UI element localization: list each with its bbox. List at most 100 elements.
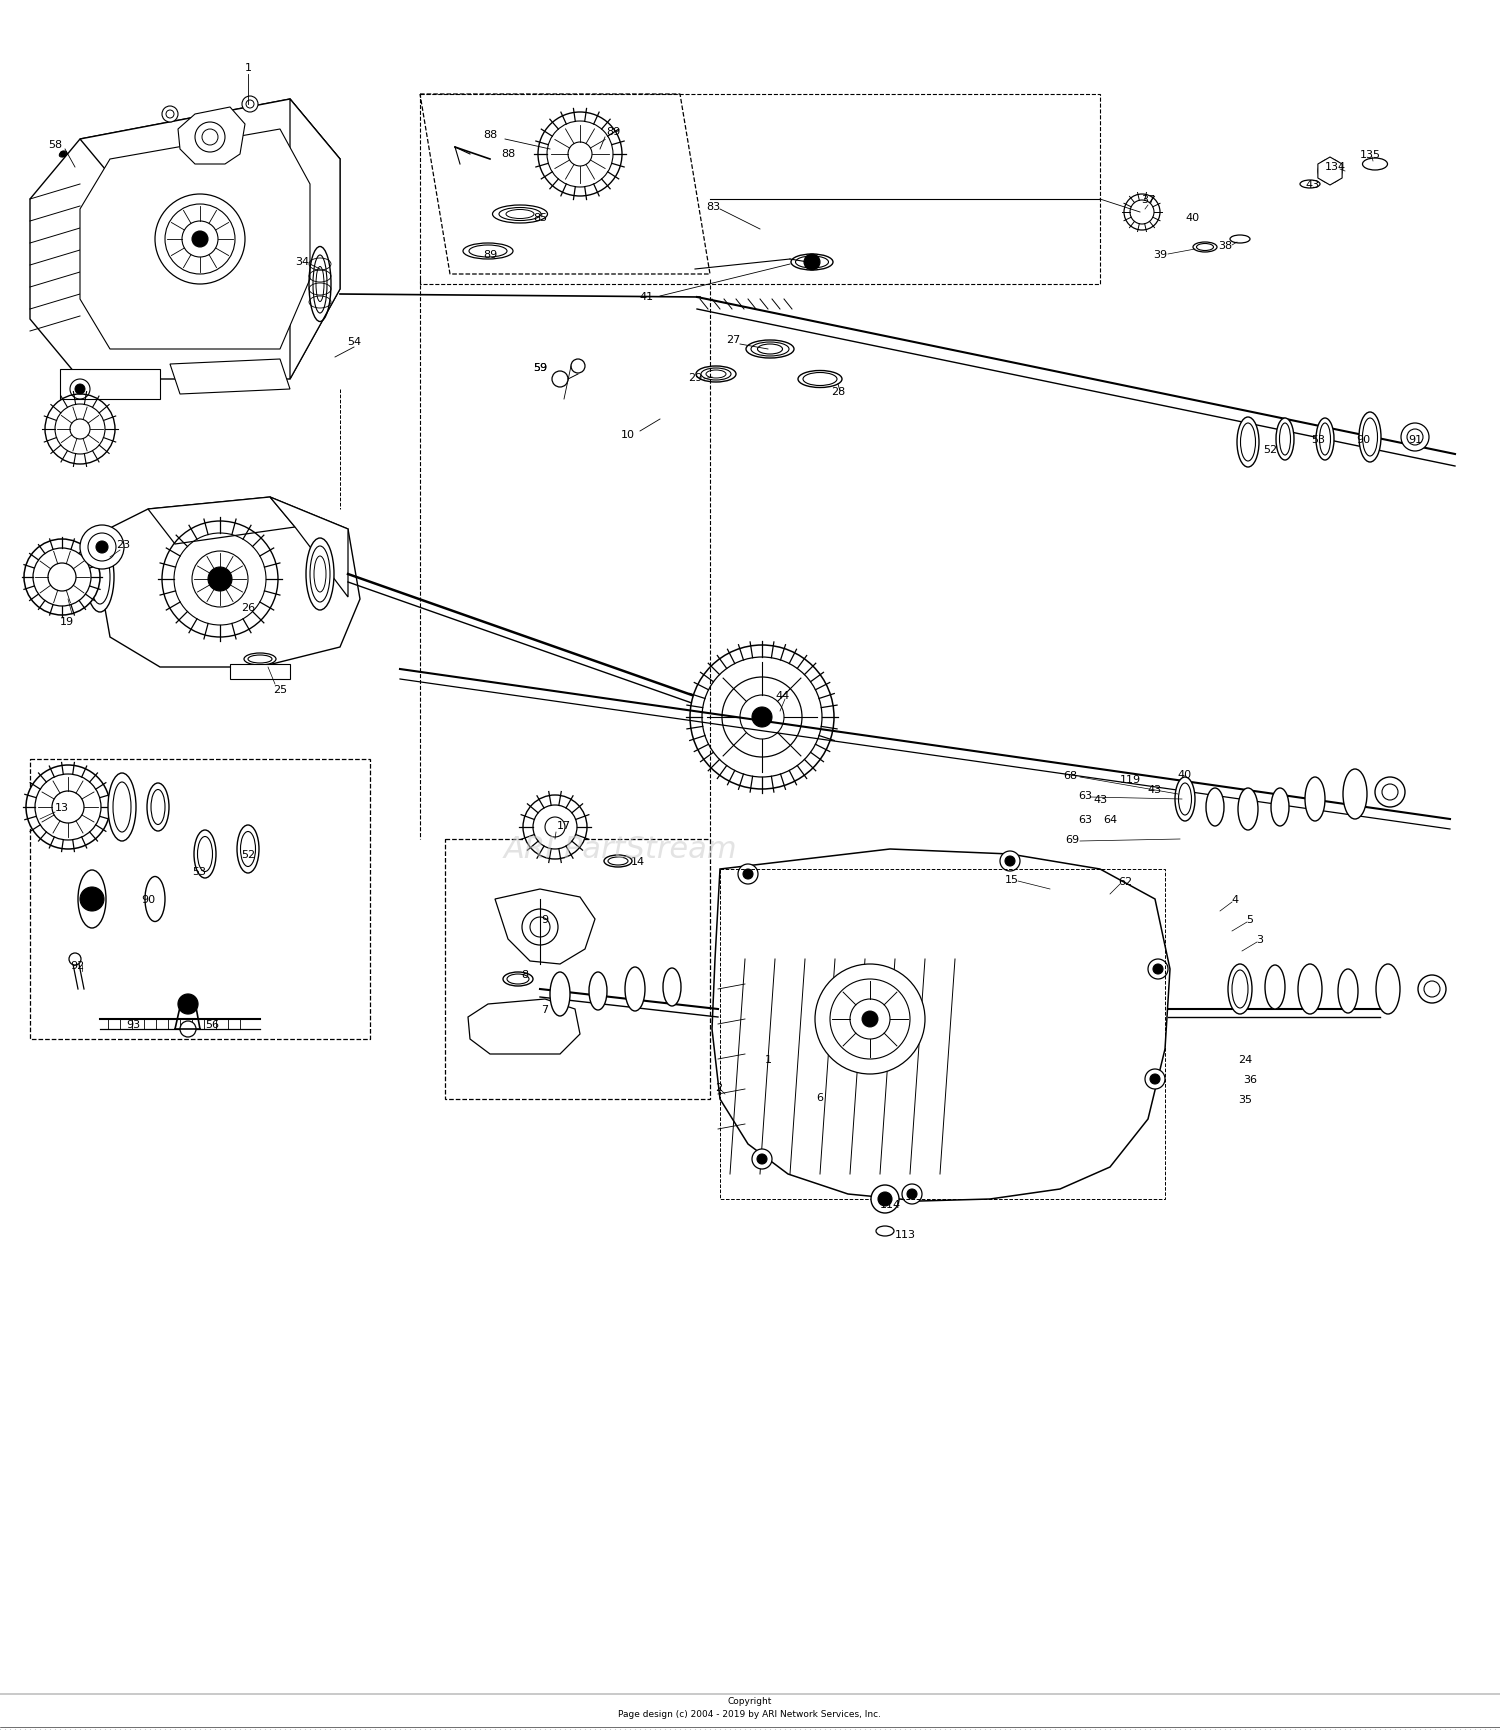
Ellipse shape [314, 557, 326, 593]
Text: 53: 53 [1311, 434, 1324, 445]
Circle shape [88, 533, 116, 562]
Text: 29: 29 [688, 372, 702, 382]
Circle shape [738, 865, 758, 884]
Ellipse shape [1228, 964, 1252, 1014]
Text: 59: 59 [532, 363, 548, 372]
Circle shape [1148, 960, 1168, 979]
Circle shape [26, 766, 109, 849]
Ellipse shape [194, 830, 216, 879]
Text: 26: 26 [242, 602, 255, 612]
Ellipse shape [1197, 244, 1214, 251]
Text: 1: 1 [244, 62, 252, 73]
Text: 34: 34 [296, 256, 309, 266]
Text: 58: 58 [48, 140, 62, 151]
Text: 44: 44 [776, 690, 790, 701]
Circle shape [902, 1185, 922, 1204]
Circle shape [48, 564, 76, 592]
Text: 68: 68 [1064, 770, 1077, 780]
Ellipse shape [1240, 424, 1256, 462]
Ellipse shape [146, 877, 165, 922]
Ellipse shape [746, 341, 794, 358]
Text: 90: 90 [1356, 434, 1370, 445]
Ellipse shape [608, 858, 628, 865]
Text: 43: 43 [1148, 784, 1162, 794]
Ellipse shape [663, 969, 681, 1007]
Circle shape [69, 953, 81, 965]
Circle shape [878, 1192, 892, 1206]
Circle shape [24, 540, 100, 616]
Text: 40: 40 [1186, 213, 1200, 223]
Circle shape [75, 384, 86, 394]
Ellipse shape [790, 254, 832, 272]
Text: 64: 64 [1102, 815, 1118, 825]
Polygon shape [170, 360, 290, 394]
Text: Page design (c) 2004 - 2019 by ARI Network Services, Inc.: Page design (c) 2004 - 2019 by ARI Netwo… [618, 1709, 882, 1718]
Circle shape [1418, 976, 1446, 1003]
Ellipse shape [1280, 424, 1290, 455]
Text: 10: 10 [621, 429, 634, 439]
Text: 91: 91 [86, 894, 100, 905]
Text: 88: 88 [483, 130, 496, 140]
Ellipse shape [1342, 770, 1366, 820]
Circle shape [33, 548, 92, 607]
Circle shape [552, 372, 568, 388]
Ellipse shape [1276, 419, 1294, 460]
Circle shape [862, 1012, 877, 1028]
Text: ARI PartStream: ARI PartStream [503, 836, 736, 863]
Ellipse shape [1174, 777, 1196, 822]
Text: 88: 88 [501, 149, 515, 159]
Ellipse shape [1376, 964, 1400, 1014]
Text: 17: 17 [556, 820, 572, 830]
Text: 9: 9 [542, 915, 549, 924]
Ellipse shape [1206, 789, 1224, 827]
Ellipse shape [626, 967, 645, 1012]
Text: 6: 6 [816, 1092, 824, 1102]
Text: 15: 15 [1005, 874, 1019, 884]
Text: 89: 89 [606, 126, 619, 137]
Ellipse shape [152, 791, 165, 825]
Circle shape [740, 695, 784, 739]
Ellipse shape [795, 256, 828, 268]
Polygon shape [80, 130, 310, 349]
Polygon shape [468, 1000, 580, 1054]
Ellipse shape [876, 1227, 894, 1237]
Ellipse shape [503, 972, 532, 986]
Ellipse shape [1270, 789, 1288, 827]
Polygon shape [80, 100, 340, 201]
Polygon shape [495, 889, 596, 964]
Ellipse shape [147, 784, 170, 832]
Circle shape [690, 645, 834, 789]
Polygon shape [60, 370, 160, 400]
Text: 19: 19 [60, 616, 74, 626]
Text: 92: 92 [70, 960, 84, 971]
Text: 4: 4 [1232, 894, 1239, 905]
Circle shape [246, 100, 254, 109]
Text: Copyright: Copyright [728, 1697, 772, 1706]
Text: 5: 5 [1246, 915, 1254, 924]
Circle shape [702, 657, 822, 777]
Text: 114: 114 [879, 1199, 900, 1209]
Circle shape [908, 1189, 916, 1199]
Text: 36: 36 [1244, 1074, 1257, 1085]
Polygon shape [30, 100, 340, 381]
Ellipse shape [1298, 964, 1322, 1014]
Ellipse shape [507, 974, 530, 984]
Circle shape [1000, 851, 1020, 872]
Circle shape [34, 775, 100, 841]
Text: 39: 39 [1154, 249, 1167, 260]
Ellipse shape [112, 782, 130, 832]
Circle shape [209, 567, 232, 592]
Text: 27: 27 [726, 336, 740, 344]
Ellipse shape [306, 538, 334, 611]
Circle shape [742, 870, 753, 879]
Text: 38: 38 [1218, 240, 1231, 251]
Text: 14: 14 [632, 856, 645, 867]
Circle shape [871, 1185, 898, 1213]
Polygon shape [98, 498, 360, 668]
Text: 1: 1 [765, 1054, 771, 1064]
Circle shape [804, 254, 820, 272]
Text: 134: 134 [1324, 163, 1346, 171]
Polygon shape [230, 664, 290, 680]
Text: 23: 23 [116, 540, 130, 550]
Circle shape [53, 792, 84, 823]
